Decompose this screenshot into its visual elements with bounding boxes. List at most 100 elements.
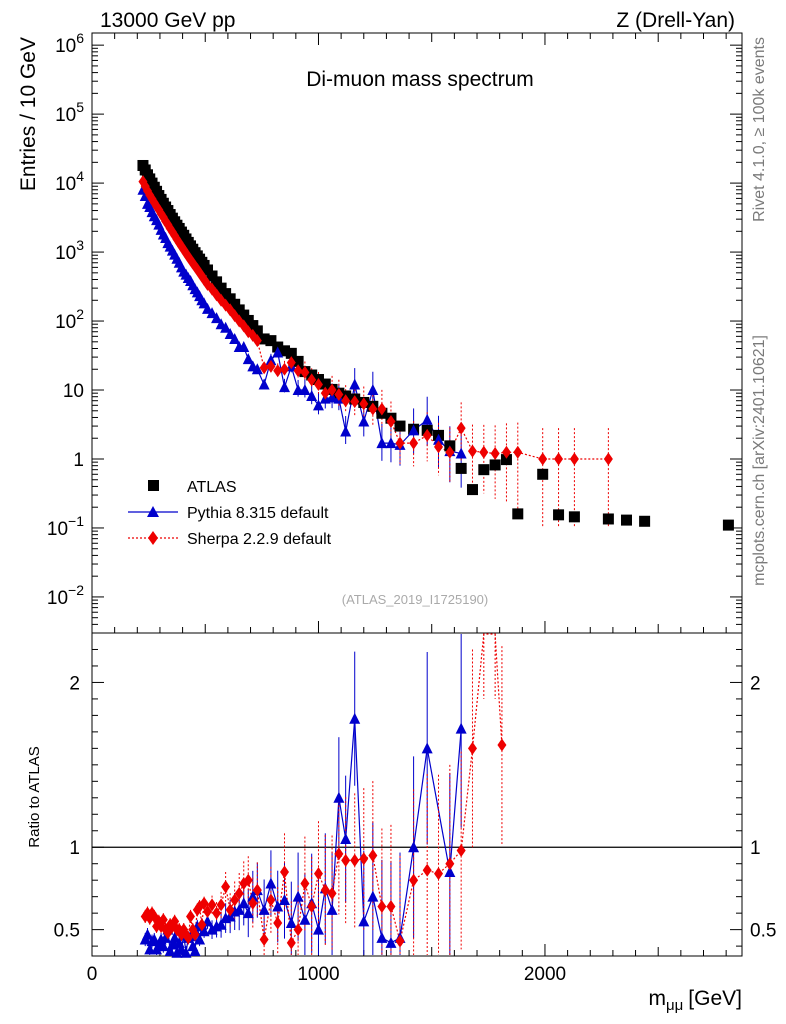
sherpa-2-2-9-default-point xyxy=(359,397,369,411)
pythia-8-315-default-point xyxy=(157,940,169,952)
main-y-tick-label-exp: 5 xyxy=(76,99,84,115)
sherpa-2-2-9-default-point xyxy=(467,741,477,755)
sherpa-2-2-9-default-point xyxy=(259,933,269,947)
pythia-8-315-default-point xyxy=(292,890,304,902)
atlas-point xyxy=(639,515,651,527)
ratio-x-tick-label: 2000 xyxy=(524,964,566,985)
legend-marker-atlas xyxy=(148,480,159,491)
pythia-8-315-default-point xyxy=(333,791,345,803)
sherpa-2-2-9-default-point xyxy=(230,893,240,907)
sherpa-2-2-9-default-point xyxy=(158,913,168,927)
ratio-axis-ticks: 0.5 0.5 1 1 2 2 0 1000 2000 xyxy=(54,648,776,985)
legend-marker-sherpa xyxy=(148,531,158,545)
atlas-point xyxy=(478,464,490,476)
main-y-tick-label-base: 10 xyxy=(47,588,68,609)
pythia-8-315-default-point xyxy=(421,413,433,425)
main-y-tick-label: 105 xyxy=(55,99,84,126)
pythia-8-315-default-point xyxy=(242,907,254,919)
pythia-8-315-default-point xyxy=(367,890,379,902)
ratio-y-tick-label: 2 xyxy=(750,673,761,694)
ratio-plot-area xyxy=(139,633,507,958)
legend: ATLAS Pythia 8.315 default Sherpa 2.2.9 … xyxy=(128,479,332,548)
atlas-point xyxy=(620,514,632,526)
sherpa-2-2-9-default-point xyxy=(313,378,323,392)
sherpa-2-2-9-default-point xyxy=(221,880,231,894)
pythia-8-315-default-point xyxy=(433,433,445,445)
pythia-8-315-default-point xyxy=(279,893,291,905)
pythia-8-315-default-point xyxy=(385,437,397,449)
pythia-8-315-default-point xyxy=(229,332,241,344)
ratio-panel-frame xyxy=(91,632,743,957)
main-y-tick-label: 102 xyxy=(55,306,84,333)
main-y-tick-label-base: 1 xyxy=(73,450,84,471)
main-y-tick-label-exp: 4 xyxy=(76,168,84,184)
legend-marker-pythia xyxy=(147,506,159,517)
atlas-point xyxy=(455,462,467,474)
main-y-tick-label: 10−2 xyxy=(47,582,84,609)
sherpa-2-2-9-default-point xyxy=(334,847,344,861)
atlas-point xyxy=(602,513,614,525)
pythia-8-315-default-point xyxy=(265,354,277,366)
main-y-tick-label: 104 xyxy=(55,168,84,195)
pythia-8-315-default-point xyxy=(224,327,236,339)
sherpa-2-2-9-default-point xyxy=(266,893,276,907)
pythia-8-315-default-point xyxy=(258,903,270,915)
main-y-tick-label: 10−1 xyxy=(47,513,84,540)
sherpa-2-2-9-default-point xyxy=(280,865,290,879)
pythia-8-315-default-point xyxy=(247,890,259,902)
atlas-point xyxy=(553,509,565,521)
sherpa-2-2-9-default-point xyxy=(445,445,455,459)
sherpa-2-2-9-default-point xyxy=(341,853,351,867)
main-y-tick-label-exp: 2 xyxy=(76,306,84,322)
sherpa-2-2-9-default-point xyxy=(186,909,196,923)
pythia-8-315-default-point xyxy=(169,931,181,943)
sherpa-2-2-9-default-point xyxy=(327,886,337,900)
sherpa-2-2-9-default-point xyxy=(409,873,419,887)
sherpa-2-2-9-default-point xyxy=(307,373,317,387)
pythia-8-315-default-point xyxy=(376,931,388,943)
sherpa-2-2-9-default-point xyxy=(286,356,296,370)
sherpa-2-2-9-default-point xyxy=(497,738,507,752)
sherpa-2-2-9-default-point xyxy=(234,886,244,900)
sherpa-2-2-9-default-point xyxy=(248,896,258,910)
sherpa-2-2-9-default-point xyxy=(350,853,360,867)
sherpa-2-2-9-default-point xyxy=(395,934,405,948)
main-y-tick-label-base: 10 xyxy=(55,243,76,264)
sherpa-2-2-9-default-point xyxy=(320,386,330,400)
pythia-8-315-default-point xyxy=(299,384,311,396)
sherpa-2-2-9-default-point xyxy=(313,867,323,881)
sherpa-2-2-9-default-point xyxy=(422,428,432,442)
sherpa-2-2-9-default-point xyxy=(280,362,290,376)
sherpa-2-2-9-default-point xyxy=(350,395,360,409)
pythia-8-315-default-point xyxy=(206,923,218,935)
pythia-8-315-default-point xyxy=(358,415,370,427)
atlas-point xyxy=(285,347,297,359)
sherpa-2-2-9-default-point xyxy=(445,857,455,871)
main-y-tick-label-base: 10 xyxy=(47,519,68,540)
pythia-8-315-default-point xyxy=(326,391,338,403)
sherpa-2-2-9-default-point xyxy=(467,444,477,458)
pythia-8-315-default-point xyxy=(272,900,284,912)
pythia-8-315-default-point xyxy=(160,931,172,943)
ratio-y-tick-label: 1 xyxy=(69,838,80,859)
pythia-8-315-default-point xyxy=(444,865,456,877)
pythia-8-315-default-point xyxy=(206,307,218,319)
sherpa-2-2-9-default-point xyxy=(377,402,387,416)
main-y-tick-label-exp: 6 xyxy=(76,30,84,46)
pythia-8-315-default-point xyxy=(180,946,192,958)
plot-title: Di-muon mass spectrum xyxy=(306,68,534,91)
pythia-8-315-default-point xyxy=(220,321,232,333)
ratio-y-axis-label: Ratio to ATLAS xyxy=(26,746,43,847)
sherpa-2-2-9-default-point xyxy=(207,898,217,912)
sherpa-2-2-9-default-point xyxy=(409,436,419,450)
main-y-tick-label: 1 xyxy=(73,450,84,471)
sherpa-2-2-9-default-point xyxy=(199,896,209,910)
sherpa-2-2-9-default-point xyxy=(603,452,613,466)
sherpa-2-2-9-default-point xyxy=(203,905,213,919)
atlas-point xyxy=(211,276,223,288)
pythia-8-315-default-point xyxy=(265,877,277,889)
sherpa-2-2-9-default-point xyxy=(307,900,317,914)
sherpa-2-2-9-default-point xyxy=(513,445,523,459)
ratio-x-tick-label: 0 xyxy=(87,964,98,985)
